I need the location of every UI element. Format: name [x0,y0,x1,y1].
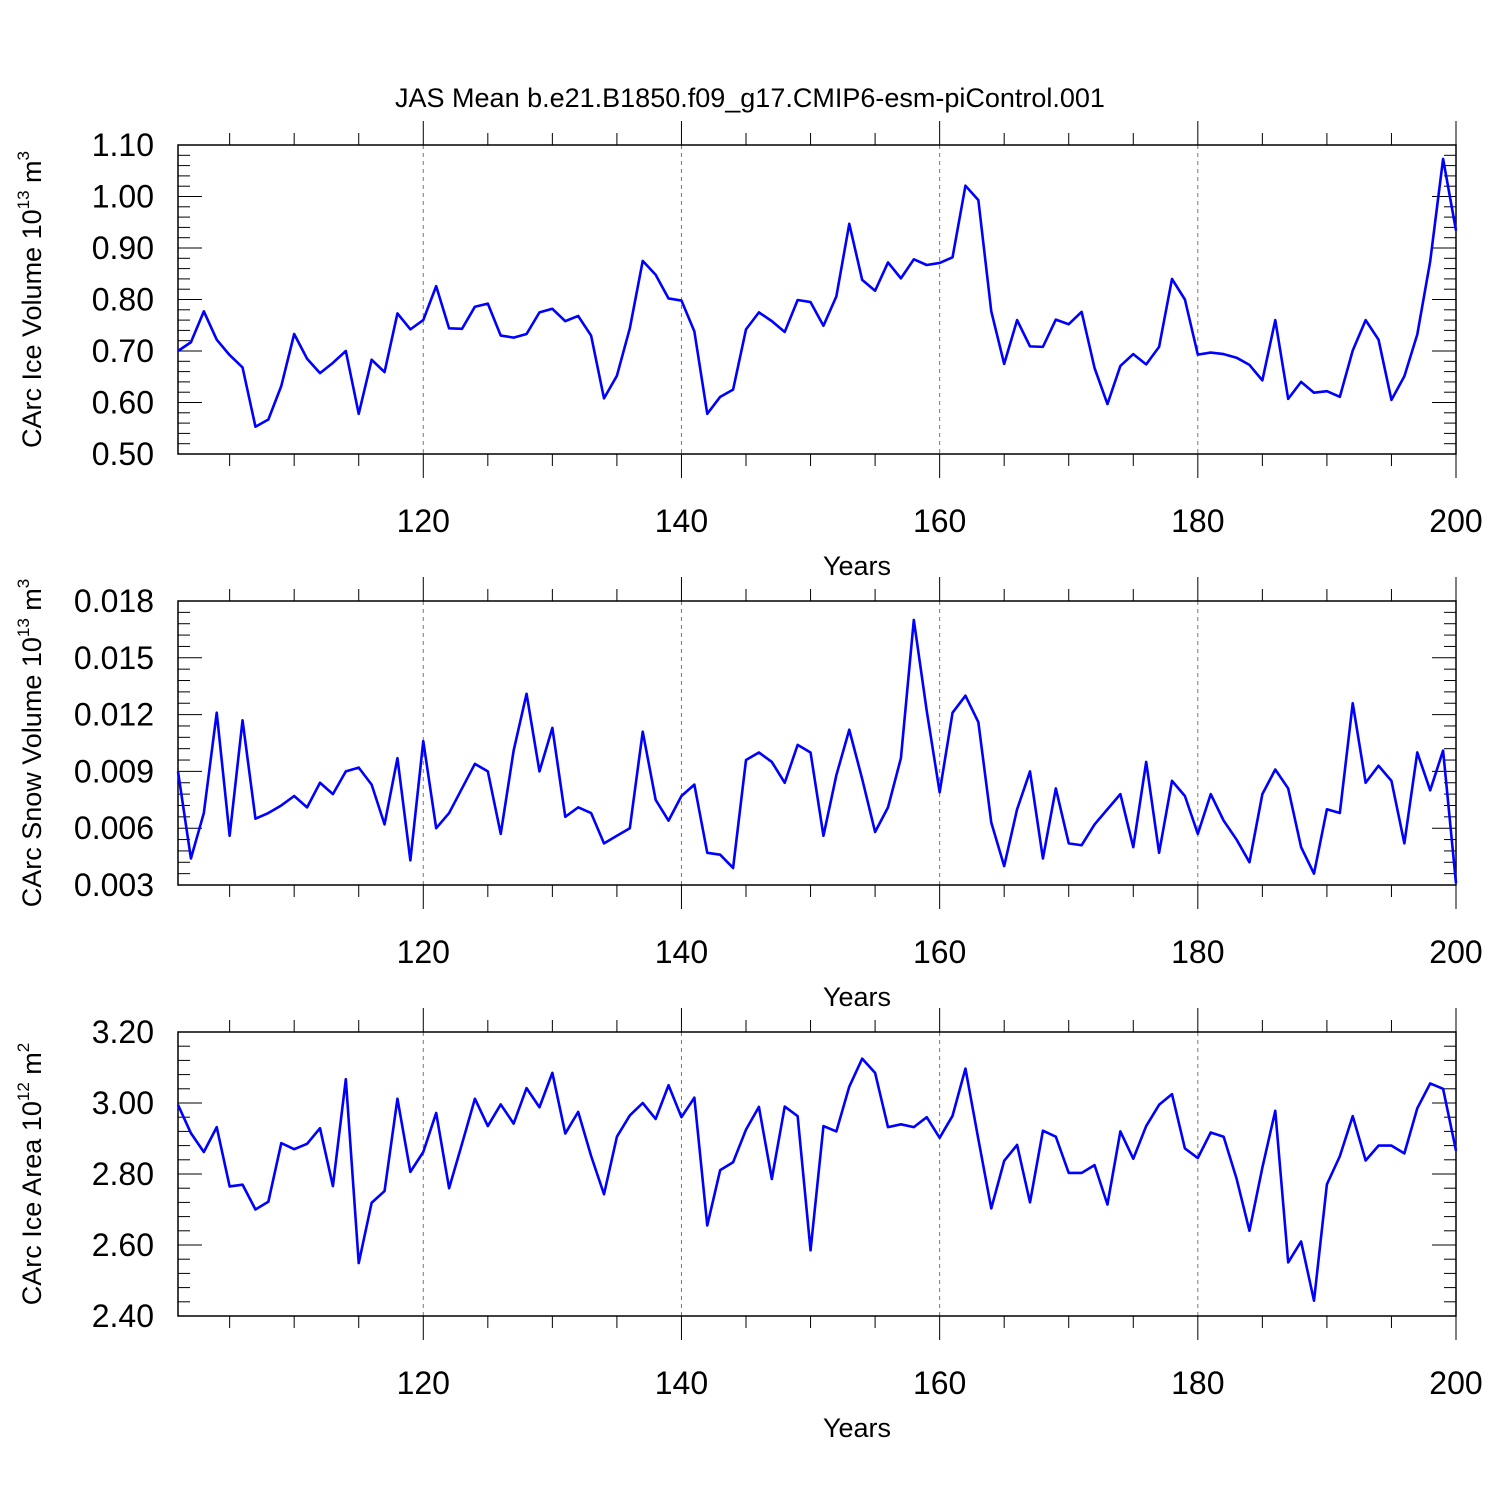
x-axis-label: Years [823,1413,891,1443]
panel-2: 0.003 0.006 0.009 0.012 0.015 0.018 120 140 160 1… [14,577,1483,1012]
y-tick-label: 0.80 [92,282,154,318]
x-tick-label: 180 [1171,934,1224,970]
series-line [176,618,1458,884]
panel-1: 0.50 0.60 0.70 0.80 0.90 1.00 1.10 120 140 160 180… [14,121,1483,581]
x-tick-label: 140 [655,503,708,539]
x-tick-label: 140 [655,1365,708,1401]
x-tick-label: 120 [397,503,450,539]
y-axis-label: CArc Snow Volume 1013 m3 [14,579,47,908]
x-tick-label: 160 [913,934,966,970]
chart-panels: 0.50 0.60 0.70 0.80 0.90 1.00 1.10 120 140 160 180… [14,121,1483,1443]
y-tick-label: 3.20 [92,1014,154,1050]
y-tick-label: 0.90 [92,230,154,266]
y-axis-label: CArc Ice Area 1012 m2 [14,1043,47,1306]
x-tick-label: 200 [1429,1365,1482,1401]
y-tick-label: 0.60 [92,385,154,421]
y-tick-label: 0.70 [92,333,154,369]
y-tick-label: 0.006 [74,810,154,846]
y-tick-label: 2.80 [92,1156,154,1192]
x-tick-label: 160 [913,503,966,539]
y-tick-label: 0.50 [92,436,154,472]
x-tick-label: 140 [655,934,708,970]
y-tick-label: 2.40 [92,1298,154,1334]
y-tick-label: 0.018 [74,583,154,619]
y-tick-label: 0.015 [74,640,154,676]
y-tick-label: 3.00 [92,1085,154,1121]
x-tick-label: 180 [1171,503,1224,539]
y-tick-label: 0.009 [74,753,154,789]
chart-title: JAS Mean b.e21.B1850.f09_g17.CMIP6-esm-p… [395,83,1105,113]
plot-frame [177,1031,1457,1317]
plot-frame [177,144,1457,455]
y-tick-label: 1.10 [92,127,154,163]
x-tick-label: 160 [913,1365,966,1401]
plot-frame [177,600,1457,886]
y-tick-label: 0.012 [74,697,154,733]
x-axis-label: Years [823,982,891,1012]
x-axis-label: Years [823,551,891,581]
panel-3: 2.40 2.60 2.80 3.00 3.20 120 140 160 180 200 Years… [14,1008,1483,1443]
x-tick-label: 180 [1171,1365,1224,1401]
series-line [177,157,1458,429]
y-tick-label: 0.003 [74,867,154,903]
x-tick-label: 120 [397,1365,450,1401]
y-tick-label: 1.00 [92,179,154,215]
x-tick-label: 200 [1429,934,1482,970]
series-line [176,1057,1458,1303]
x-tick-label: 120 [397,934,450,970]
y-axis-label: CArc Ice Volume 1013 m3 [14,151,47,448]
x-tick-label: 200 [1429,503,1482,539]
y-tick-label: 2.60 [92,1227,154,1263]
